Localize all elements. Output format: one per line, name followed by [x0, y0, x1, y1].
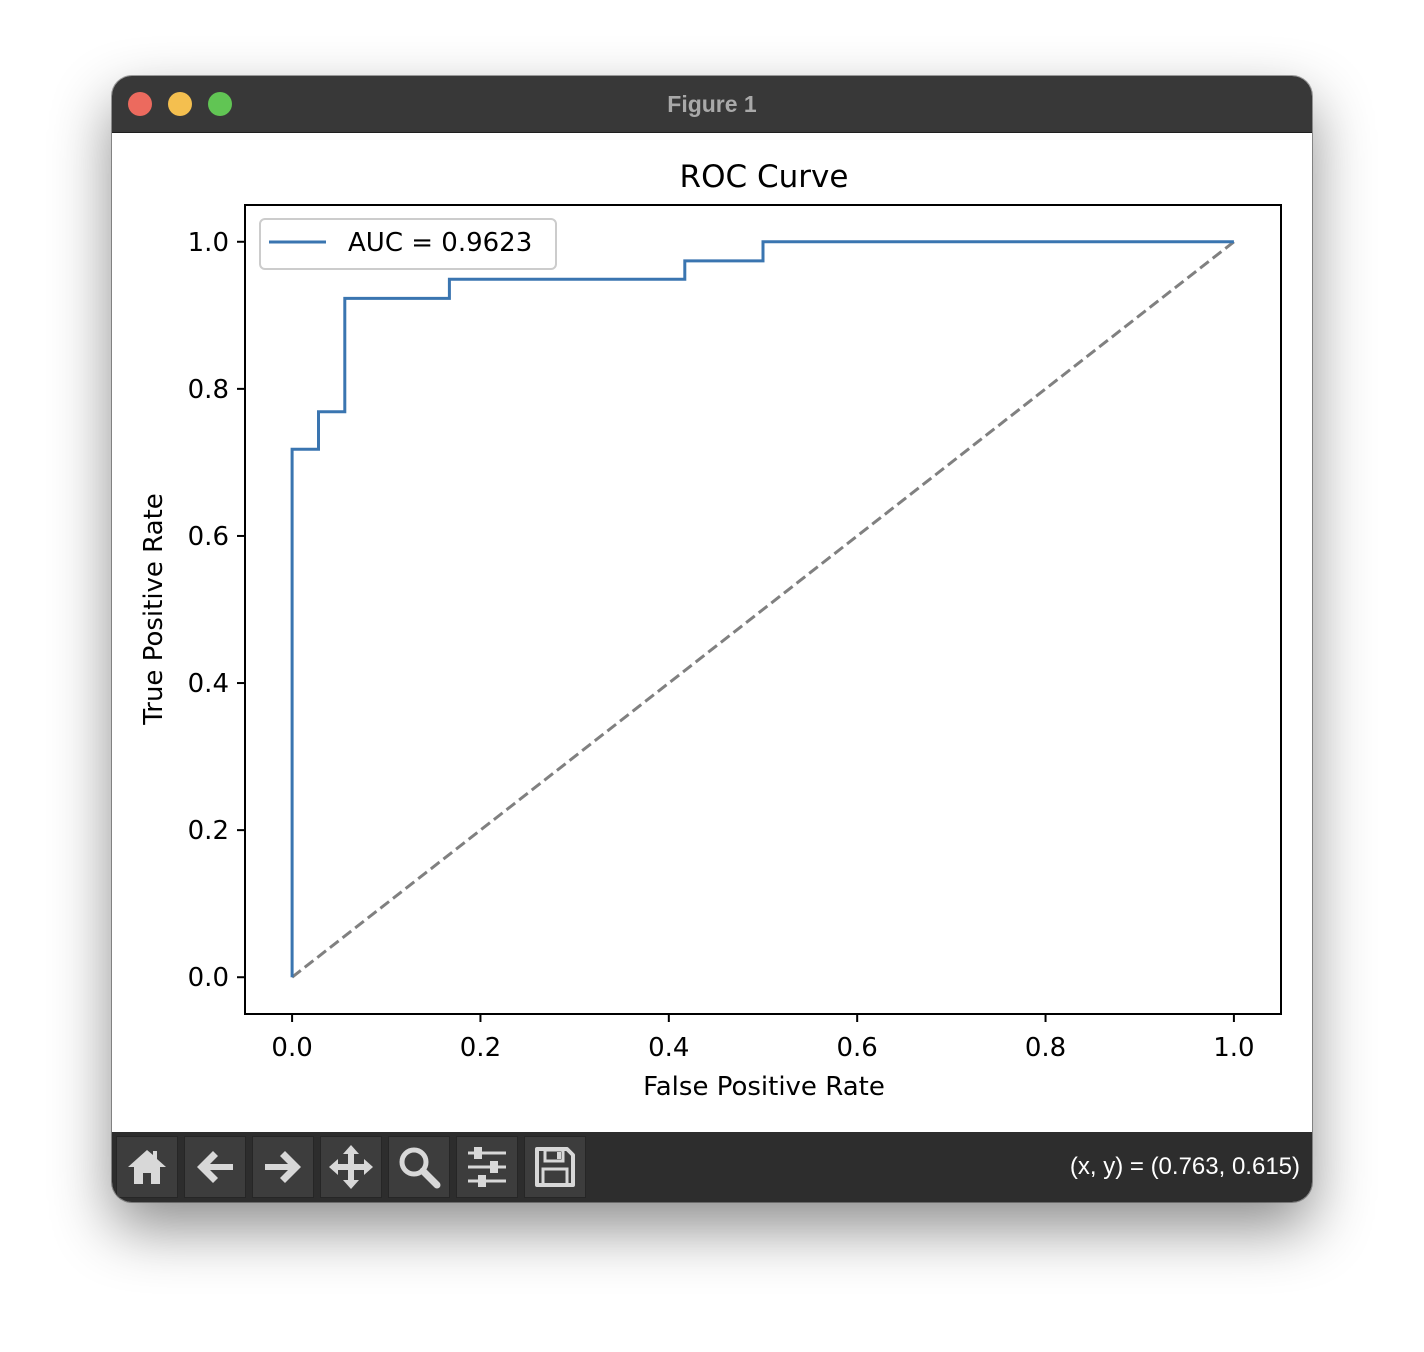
x-tick-label: 0.8 [1025, 1033, 1066, 1063]
x-tick-label: 1.0 [1213, 1033, 1254, 1063]
save-figure-icon [535, 1147, 575, 1187]
series-layer [290, 240, 1235, 979]
y-tick-label: 0.4 [188, 669, 229, 699]
zoom-magnifier-icon [399, 1147, 441, 1189]
roc-chart: ROC Curve 0.0 0.2 0.4 0.6 0.8 1.0 0.00.20.40.… [139, 159, 1282, 1102]
home-button[interactable] [116, 1136, 178, 1198]
legend: AUC = 0.9623 [259, 218, 557, 270]
home-icon [128, 1150, 166, 1184]
back-button[interactable] [184, 1136, 246, 1198]
y-tick-label: 0.0 [188, 963, 229, 993]
random-classifier-diagonal-line [291, 240, 1235, 979]
y-tick-label: 0.8 [188, 375, 229, 405]
plot-area-frame [244, 204, 1282, 1015]
x-tick-label: 0.4 [648, 1033, 689, 1063]
save-button[interactable] [524, 1136, 586, 1198]
window-title: Figure 1 [667, 91, 757, 117]
configure-subplots-button[interactable] [456, 1136, 518, 1198]
y-axis-label: True Positive Rate [139, 493, 169, 726]
forward-button[interactable] [252, 1136, 314, 1198]
figure-canvas[interactable]: ROC Curve 0.0 0.2 0.4 0.6 0.8 1.0 0.0 0.2 0.4 0.… [112, 133, 1312, 1132]
back-arrow-icon [197, 1151, 233, 1183]
y-tick-label: 0.6 [188, 522, 229, 552]
y-axis-ticks: 0.0 0.2 0.4 0.6 0.8 1.0 [188, 228, 245, 993]
pan-button[interactable] [320, 1136, 382, 1198]
x-axis-label: False Positive Rate [643, 1072, 885, 1102]
figure-window: Figure 1 ROC Curve 0.0 0.2 0.4 0.6 0.8 1.0 0.… [112, 76, 1312, 1202]
minimize-window-button[interactable] [168, 92, 192, 116]
maximize-window-button[interactable] [208, 92, 232, 116]
title-bar: Figure 1 [112, 76, 1312, 133]
pan-move-icon [329, 1145, 373, 1189]
roc-curve-line [290, 240, 1234, 978]
legend-box [259, 218, 557, 270]
forward-arrow-icon [265, 1151, 301, 1183]
x-tick-label: 0.6 [837, 1033, 878, 1063]
chart-title: ROC Curve [680, 159, 849, 195]
zoom-button[interactable] [388, 1136, 450, 1198]
close-window-button[interactable] [128, 92, 152, 116]
x-axis-ticks: 0.0 0.2 0.4 0.6 0.8 1.0 [271, 1014, 1255, 1063]
y-tick-label: 0.2 [188, 816, 229, 846]
configure-subplots-icon [468, 1147, 506, 1187]
legend-label: AUC = 0.9623 [348, 228, 532, 258]
y-tick-label: 1.0 [188, 228, 229, 258]
navigation-toolbar: (x, y) = (0.763, 0.615) [112, 1132, 1312, 1202]
x-tick-label: 0.2 [460, 1033, 501, 1063]
cursor-coordinates: (x, y) = (0.763, 0.615) [1069, 1153, 1300, 1180]
x-tick-label: 0.0 [271, 1033, 312, 1063]
